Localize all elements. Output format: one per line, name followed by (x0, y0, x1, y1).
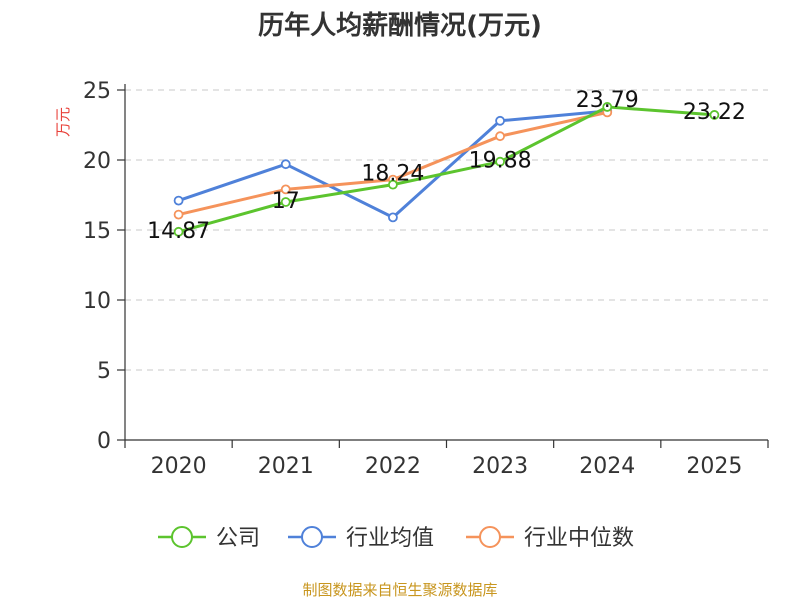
source-note: 制图数据来自恒生聚源数据库 (302, 581, 497, 599)
data-label: 23.79 (576, 88, 639, 113)
data-point (495, 156, 505, 167)
legend-label: 公司 (216, 526, 260, 551)
y-tick-label: 25 (83, 79, 111, 104)
x-tick-label: 2023 (472, 454, 528, 479)
data-point (709, 110, 720, 120)
data-point (602, 102, 613, 112)
y-tick-label: 10 (83, 289, 111, 314)
x-tick-label: 2021 (258, 454, 314, 479)
legend-marker (171, 526, 193, 548)
legend-item-1: 行业均值 (288, 526, 434, 551)
y-axis-label: 万元 (54, 107, 72, 137)
series-layer (173, 102, 720, 237)
y-tick-label: 15 (83, 219, 111, 244)
grid-lines (125, 89, 768, 371)
data-point (495, 131, 505, 142)
data-labels: 14.87 17 18.24 19.88 23.79 23.22 (147, 88, 746, 244)
series-line (178, 105, 715, 234)
series-0 (173, 102, 720, 237)
data-point (388, 212, 398, 223)
legend-label: 行业中位数 (524, 526, 634, 551)
y-tick-label: 5 (97, 359, 111, 384)
x-tick-label: 2025 (686, 454, 742, 479)
legend-marker (479, 526, 501, 548)
chart-title: 历年人均薪酬情况(万元) (258, 10, 542, 41)
legend-item-2: 行业中位数 (466, 526, 634, 551)
data-label: 17 (272, 189, 300, 214)
data-point (495, 115, 505, 126)
data-point (280, 197, 291, 207)
data-label: 23.22 (683, 100, 746, 125)
data-point (173, 209, 184, 220)
data-point (173, 195, 184, 206)
data-point (280, 184, 291, 195)
legend-label: 行业均值 (346, 526, 434, 551)
data-point (173, 226, 184, 237)
data-point (388, 179, 398, 190)
legend: 公司 行业均值 行业中位数 (158, 526, 634, 551)
y-tick-label: 20 (83, 149, 111, 174)
data-label: 19.88 (469, 149, 532, 174)
x-tick-label: 2024 (579, 454, 635, 479)
legend-marker (301, 526, 323, 548)
data-point (280, 159, 291, 170)
x-tick-label: 2020 (151, 454, 207, 479)
x-tick-label: 2022 (365, 454, 421, 479)
y-tick-label: 0 (97, 429, 111, 454)
legend-item-0: 公司 (158, 526, 260, 551)
data-label: 14.87 (147, 219, 210, 244)
data-label: 18.24 (361, 162, 424, 187)
